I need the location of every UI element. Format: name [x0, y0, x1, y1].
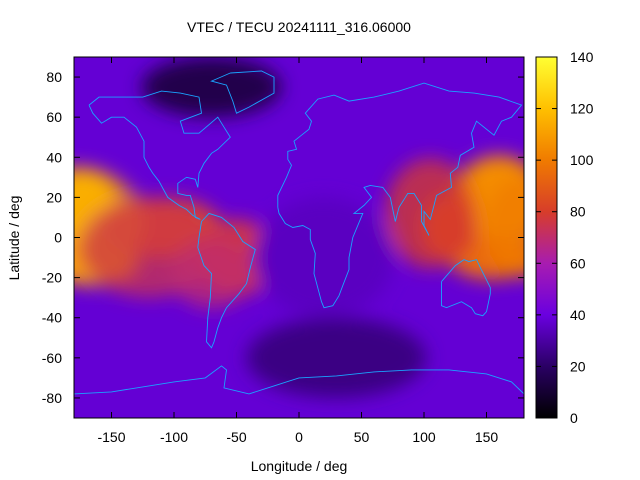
vtec-band [484, 177, 524, 278]
vtec-blob [246, 317, 427, 398]
chart-title: VTEC / TECU 20241111_316.06000 [187, 19, 411, 35]
x-tick-label: -50 [226, 429, 246, 445]
x-tick-label: -150 [97, 429, 125, 445]
x-axis-ticks: -150 -100 -50 0 50 100 150 [97, 57, 498, 445]
heatmap-area [74, 57, 524, 418]
colorbar-tick-label: 120 [570, 101, 594, 117]
y-tick-label: 20 [46, 189, 62, 205]
x-tick-label: 100 [412, 429, 436, 445]
vtec-blob [254, 197, 394, 318]
colorbar-tick-label: 20 [570, 358, 586, 374]
coastline-australia [441, 259, 491, 317]
y-tick-label: 60 [46, 109, 62, 125]
y-tick-label: -20 [42, 270, 62, 286]
coastlines [74, 70, 524, 395]
colorbar-tick-label: 0 [570, 410, 578, 426]
colorbar-tick-label: 60 [570, 255, 586, 271]
colorbar-tick-label: 140 [570, 49, 594, 65]
colorbar [535, 56, 558, 419]
y-tick-label: -80 [42, 390, 62, 406]
y-tick-label: -40 [42, 310, 62, 326]
coastline-north-america [88, 90, 231, 220]
y-axis-label: Latitude / deg [6, 196, 22, 281]
x-tick-label: 0 [295, 429, 303, 445]
coastline-antarctica [74, 365, 524, 395]
x-tick-label: 50 [354, 429, 370, 445]
coastline-greenland [210, 70, 275, 114]
vtec-band [385, 158, 476, 269]
y-tick-label: 0 [54, 230, 62, 246]
coastline-south-america [197, 212, 256, 349]
colorbar-ticks: 0 20 40 60 80 100 120 140 [536, 49, 594, 426]
x-axis-label: Longitude / deg [251, 458, 348, 474]
coastline-africa-eurasia [277, 82, 523, 309]
colorbar-tick-label: 40 [570, 307, 586, 323]
y-tick-label: 80 [46, 69, 62, 85]
y-tick-label: -60 [42, 350, 62, 366]
colorbar-tick-label: 80 [570, 204, 586, 220]
colorbar-tick-label: 100 [570, 152, 594, 168]
y-axis-ticks: -80 -60 -40 -20 0 20 40 60 80 [42, 69, 524, 406]
x-tick-label: 150 [475, 429, 499, 445]
vtec-blob [141, 57, 282, 118]
y-tick-label: 40 [46, 149, 62, 165]
x-tick-label: -100 [160, 429, 188, 445]
vtec-field [74, 57, 524, 398]
